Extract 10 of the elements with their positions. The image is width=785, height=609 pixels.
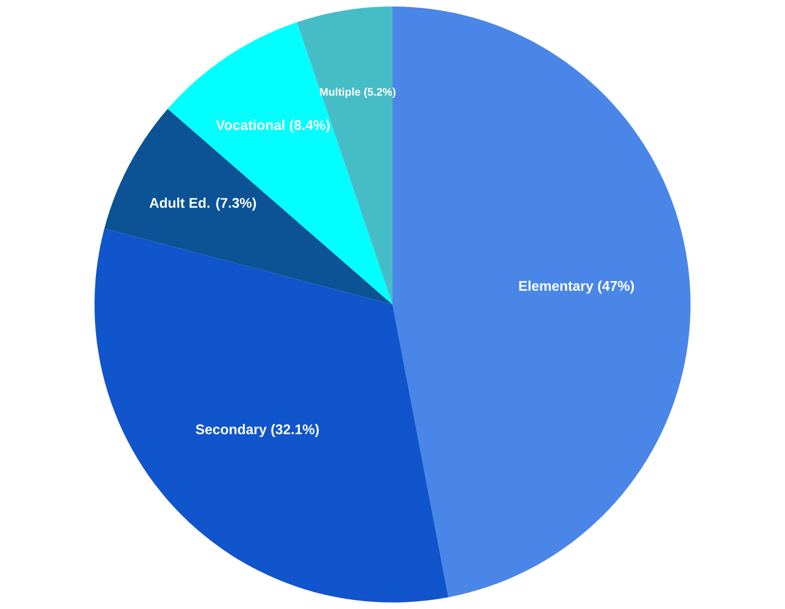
slice-label: Elementary <box>519 280 594 294</box>
slice-label: Secondary <box>196 424 267 438</box>
data-label: (5.2%) <box>364 88 396 98</box>
slice-label: Multiple <box>320 88 360 98</box>
data-label: (47%) <box>598 280 634 294</box>
data-label: (7.3%) <box>216 198 256 211</box>
data-label: (32.1%) <box>271 424 319 438</box>
slice-label: Adult Ed. <box>150 198 210 208</box>
slice-label: Vocational <box>216 120 284 130</box>
data-label: (8.4%) <box>290 120 330 133</box>
